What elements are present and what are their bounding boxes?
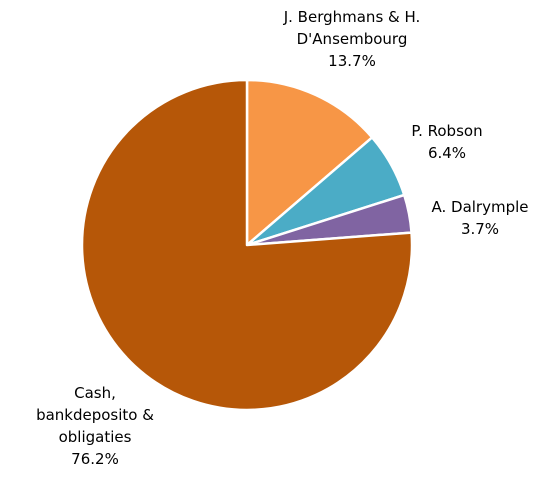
- category-label: P. Robson: [411, 122, 483, 140]
- pie-slice: [245, 78, 374, 247]
- slice-label: J. Berghmans & H. D'Ansembourg 13.7%: [262, 6, 442, 72]
- slice-label: P. Robson 6.4%: [387, 120, 507, 164]
- value-label: 6.4%: [427, 144, 467, 162]
- category-label: Cash, bankdeposito & obligaties: [36, 384, 154, 446]
- pie-slice: [80, 78, 414, 412]
- value-label: 3.7%: [460, 220, 500, 238]
- value-label: 76.2%: [71, 450, 119, 468]
- value-label: 13.7%: [328, 52, 376, 70]
- category-label: J. Berghmans & H. D'Ansembourg: [283, 8, 421, 48]
- slice-label: Cash, bankdeposito & obligaties 76.2%: [25, 382, 165, 470]
- slice-label: A. Dalrymple 3.7%: [415, 196, 544, 240]
- category-label: A. Dalrymple: [431, 198, 529, 216]
